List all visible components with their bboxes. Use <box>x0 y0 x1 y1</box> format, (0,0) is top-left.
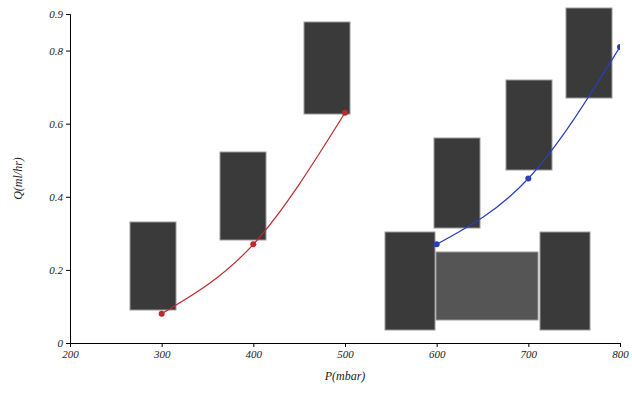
x-tick-label: 800 <box>612 348 629 360</box>
y-tick: 0.8 <box>49 45 70 57</box>
y-tick-label: 0.2 <box>49 264 63 276</box>
y-tick-mark <box>66 197 70 198</box>
y-tick: 0.2 <box>49 264 70 276</box>
x-axis-title: P(mbar) <box>324 369 366 383</box>
inset-image <box>436 252 538 320</box>
x-tick-mark <box>528 343 529 347</box>
series-line <box>162 113 345 314</box>
y-axis-title: Q(ml/hr) <box>11 157 25 200</box>
data-point <box>434 241 440 247</box>
x-tick-label: 200 <box>62 348 79 360</box>
y-tick: 0.4 <box>49 191 70 203</box>
y-tick: 0.9 <box>49 8 70 20</box>
inset-image <box>506 80 552 170</box>
inset-image <box>304 22 350 114</box>
y-tick-mark <box>66 51 70 52</box>
data-point <box>250 241 256 247</box>
inset-image <box>434 138 480 228</box>
y-axis-line <box>66 15 71 344</box>
x-tick: 300 <box>153 343 171 360</box>
y-tick-mark <box>66 14 70 15</box>
x-axis-line <box>71 344 621 348</box>
x-tick-label: 400 <box>246 348 263 360</box>
x-tick-label: 500 <box>337 348 354 360</box>
y-tick-mark <box>66 343 70 344</box>
data-point <box>617 44 620 50</box>
y-tick-label: 0.4 <box>49 191 63 203</box>
inset-image <box>220 152 266 240</box>
y-tick-label: 0.6 <box>49 118 63 130</box>
x-tick: 200 <box>62 343 79 360</box>
inset-image <box>540 232 590 330</box>
insets <box>130 8 612 330</box>
inset-image <box>130 222 176 310</box>
y-tick: 0 <box>58 337 71 349</box>
chart-svg: 200 300 400 500 600 700 800 0 0.2 0.4 0.6 0.8 0.9 P(m… <box>0 0 632 394</box>
x-tick-mark <box>620 343 621 347</box>
inset-image <box>566 8 612 98</box>
x-tick-label: 600 <box>429 348 446 360</box>
x-tick: 600 <box>429 343 446 360</box>
series-line <box>437 47 620 244</box>
y-tick-label: 0.8 <box>49 45 63 57</box>
y-tick-mark <box>66 270 70 271</box>
x-tick: 700 <box>521 343 538 360</box>
inset-image <box>385 232 435 330</box>
plot-area <box>159 44 620 317</box>
x-tick-mark <box>162 343 163 347</box>
data-point <box>525 176 531 182</box>
y-tick-label: 0.9 <box>49 8 63 20</box>
data-point <box>159 311 165 317</box>
y-tick: 0.6 <box>49 118 70 130</box>
x-tick-label: 300 <box>153 348 171 360</box>
x-tick-mark <box>437 343 438 347</box>
x-tick-mark <box>253 343 254 347</box>
y-axis: 0 0.2 0.4 0.6 0.8 0.9 <box>49 8 70 349</box>
chart-container: 200 300 400 500 600 700 800 0 0.2 0.4 0.6 0.8 0.9 P(m… <box>0 0 632 394</box>
y-tick-label: 0 <box>58 337 64 349</box>
y-tick-mark <box>66 124 70 125</box>
x-axis: 200 300 400 500 600 700 800 <box>62 343 629 360</box>
data-point <box>342 110 348 116</box>
x-tick-label: 700 <box>521 348 538 360</box>
x-tick: 800 <box>612 343 629 360</box>
x-tick-mark <box>345 343 346 347</box>
x-tick: 400 <box>246 343 263 360</box>
x-tick: 500 <box>337 343 354 360</box>
